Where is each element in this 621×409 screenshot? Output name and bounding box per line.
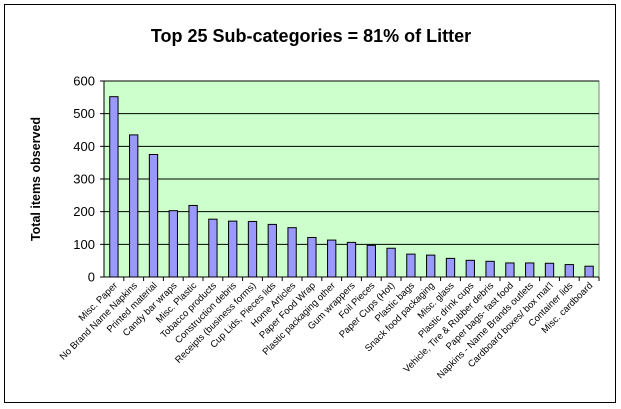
- bar: [346, 241, 357, 278]
- y-tick-label: 400: [73, 139, 95, 154]
- bar: [564, 264, 574, 278]
- bar: [247, 220, 258, 278]
- y-axis-ticks: 0 100 200 300 400 500 600: [73, 74, 104, 285]
- y-tick-label: 200: [73, 204, 95, 219]
- bar: [485, 260, 495, 278]
- bar: [544, 262, 555, 278]
- bar: [188, 204, 198, 278]
- bar: [327, 239, 337, 278]
- y-tick-label: 600: [73, 74, 95, 89]
- bar: [386, 247, 396, 278]
- bar: [307, 236, 317, 278]
- bar: [505, 262, 515, 278]
- bar: [148, 154, 159, 278]
- bar: [109, 96, 119, 278]
- y-tick-label: 100: [73, 237, 95, 252]
- bar: [366, 244, 376, 278]
- y-tick-label: 500: [73, 106, 95, 121]
- gridlines: [104, 80, 599, 245]
- bar: [584, 265, 594, 278]
- bar: [267, 223, 277, 278]
- bar: [525, 262, 535, 278]
- bar: [168, 210, 178, 278]
- bar: [426, 254, 436, 278]
- bar: [406, 253, 416, 278]
- bar: [208, 218, 218, 278]
- bar: [445, 257, 456, 278]
- y-axis-title: Total items observed: [29, 117, 43, 241]
- bar: [287, 227, 297, 278]
- y-tick-label: 0: [88, 270, 95, 285]
- chart-title: Top 25 Sub-categories = 81% of Litter: [151, 26, 471, 46]
- bar: [228, 220, 238, 278]
- bar: [129, 134, 139, 278]
- bar: [465, 259, 475, 278]
- y-tick-label: 300: [73, 172, 95, 187]
